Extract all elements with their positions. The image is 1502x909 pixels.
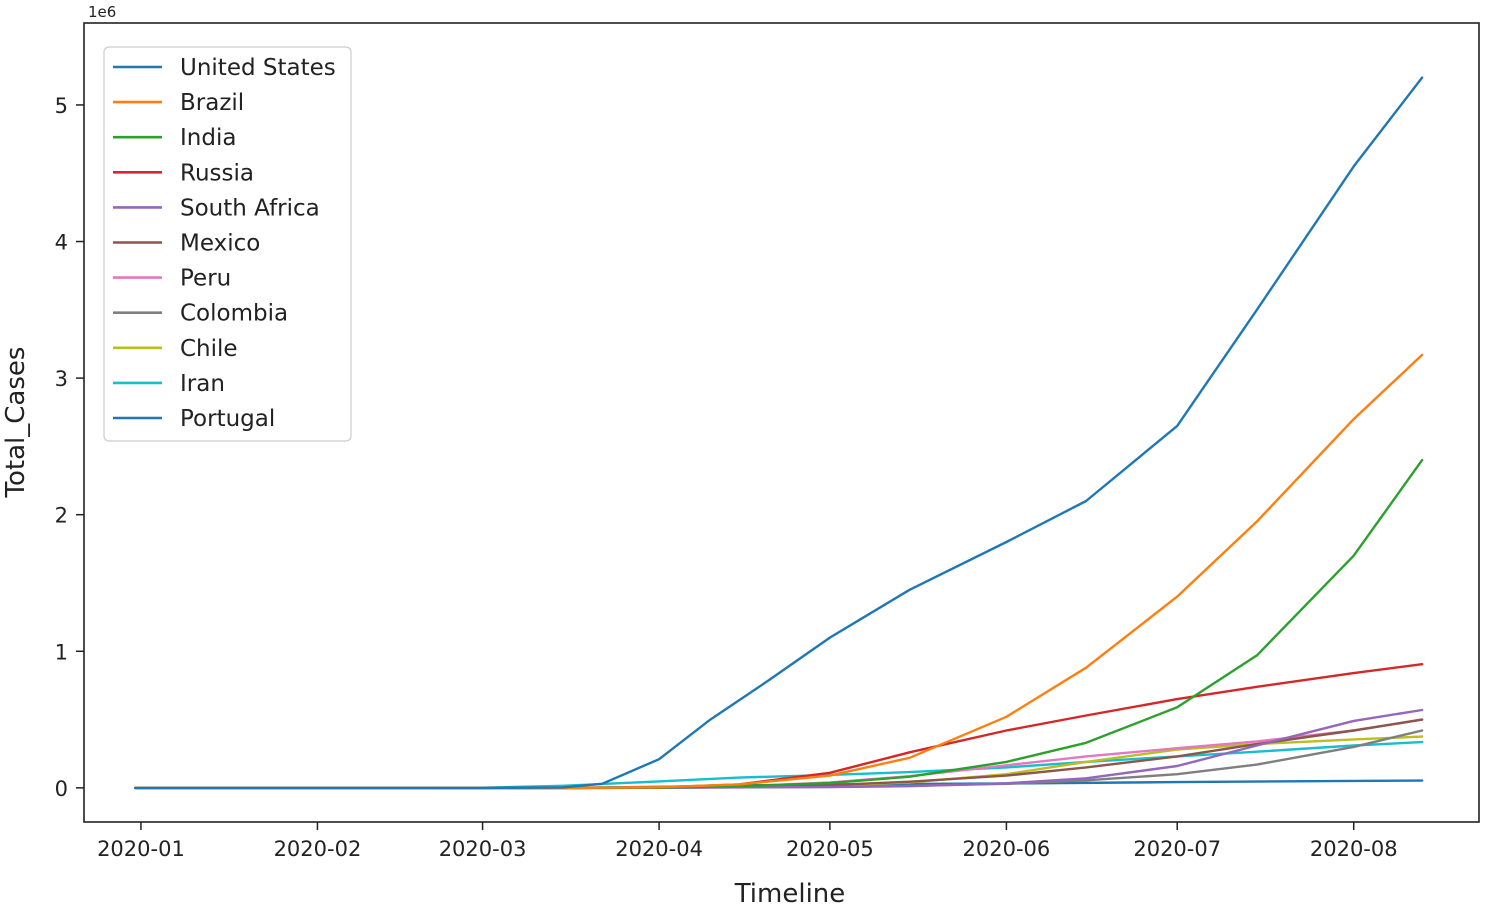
y-offset-label: 1e6 (88, 3, 116, 21)
y-tick-label: 2 (55, 504, 68, 528)
legend-label-peru: Peru (180, 266, 231, 292)
y-tick-label: 4 (55, 231, 68, 255)
legend-label-portugal: Portugal (180, 406, 275, 432)
x-tick-label: 2020-04 (615, 837, 703, 861)
series-line-brazil (133, 353, 1424, 790)
x-tick-label: 2020-01 (97, 837, 185, 861)
series-line-united-states (133, 76, 1424, 790)
legend-items: United States Brazil India Russia South Afri… (113, 55, 336, 432)
legend-label-brazil: Brazil (180, 90, 244, 116)
x-tick-label: 2020-07 (1133, 837, 1221, 861)
axes-frame (83, 22, 1480, 823)
legend-label-iran: Iran (180, 371, 225, 397)
x-tick-label: 2020-06 (963, 837, 1051, 861)
y-tick-label: 1 (55, 640, 68, 664)
x-tick-label: 2020-08 (1310, 837, 1398, 861)
y-axis-ticks: 0 1 2 3 4 5 (55, 94, 84, 801)
y-axis-label: Total_Cases (1, 347, 31, 499)
x-tick-label: 2020-03 (439, 837, 527, 861)
legend-label-united-states: United States (180, 55, 336, 81)
legend-label-chile: Chile (180, 336, 238, 362)
y-tick-label: 3 (55, 367, 68, 391)
x-tick-label: 2020-02 (274, 837, 362, 861)
y-tick-label: 0 (55, 777, 68, 801)
x-tick-label: 2020-05 (786, 837, 874, 861)
legend-label-mexico: Mexico (180, 231, 260, 257)
legend-label-colombia: Colombia (180, 301, 288, 327)
legend-label-russia: Russia (180, 160, 254, 186)
legend-box (103, 46, 352, 442)
legend-label-india: India (180, 125, 236, 151)
x-axis-label: Timeline (734, 879, 846, 909)
x-axis-ticks: 2020-01 2020-02 2020-03 2020-04 2020-05 2020-… (97, 822, 1398, 861)
series-lines (133, 76, 1424, 790)
legend-label-south-africa: South Africa (180, 195, 320, 221)
legend: United States Brazil India Russia South Afri… (103, 46, 352, 442)
y-tick-label: 5 (55, 94, 68, 118)
